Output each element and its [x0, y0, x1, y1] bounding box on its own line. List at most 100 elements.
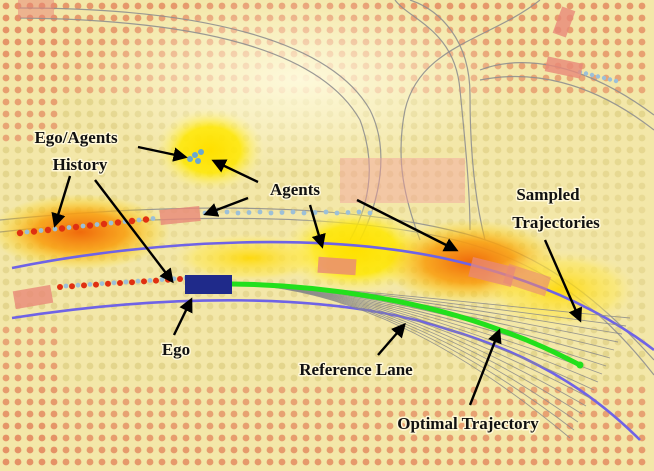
history-dot — [135, 278, 141, 284]
grid-dot — [446, 386, 454, 394]
grid-dot — [302, 338, 310, 346]
grid-dot — [86, 398, 94, 406]
grid-dot — [50, 386, 58, 394]
grid-dot — [638, 98, 646, 106]
grid-dot — [338, 314, 346, 322]
grid-dot — [86, 374, 94, 382]
grid-dot — [194, 410, 202, 418]
history-dot — [72, 223, 80, 231]
grid-dot — [350, 338, 358, 346]
grid-dot — [542, 110, 550, 118]
grid-dot — [518, 362, 526, 370]
grid-dot — [146, 374, 154, 382]
grid-dot — [638, 410, 646, 418]
grid-dot — [218, 458, 226, 466]
grid-dot — [362, 422, 370, 430]
grid-dot — [446, 206, 454, 214]
grid-dot — [590, 2, 598, 10]
grid-dot — [578, 422, 586, 430]
grid-dot — [218, 326, 226, 334]
grid-dot — [290, 362, 298, 370]
grid-dot — [122, 350, 130, 358]
grid-dot — [614, 38, 622, 46]
grid-dot — [614, 350, 622, 358]
grid-dot — [470, 362, 478, 370]
grid-dot — [50, 146, 58, 154]
grid-dot — [494, 14, 502, 22]
grid-dot — [122, 362, 130, 370]
grid-dot — [482, 398, 490, 406]
grid-dot — [614, 62, 622, 70]
agent-vehicle — [552, 6, 576, 38]
grid-dot — [386, 362, 394, 370]
grid-dot — [626, 74, 634, 82]
grid-dot — [146, 314, 154, 322]
grid-dot — [2, 398, 10, 406]
grid-dot — [626, 242, 634, 250]
grid-dot — [26, 50, 34, 58]
grid-dot — [614, 26, 622, 34]
agent-vehicle — [502, 263, 552, 297]
optimal-trajectory-label: Optimal Trajectory — [397, 414, 539, 433]
grid-dot — [290, 398, 298, 406]
grid-dot — [506, 434, 514, 442]
grid-dot — [302, 182, 310, 190]
grid-dot — [2, 122, 10, 130]
grid-dot — [74, 86, 82, 94]
grid-dot — [2, 182, 10, 190]
grid-dot — [542, 386, 550, 394]
grid-dot — [50, 434, 58, 442]
grid-dot — [170, 422, 178, 430]
grid-dot — [122, 386, 130, 394]
grid-dot — [278, 326, 286, 334]
grid-dot — [494, 2, 502, 10]
grid-dot — [158, 194, 166, 202]
grid-dot — [266, 398, 274, 406]
grid-dot — [278, 398, 286, 406]
grid-dot — [110, 182, 118, 190]
grid-dot — [362, 326, 370, 334]
grid-dot — [98, 122, 106, 130]
grid-dot — [554, 446, 562, 454]
grid-dot — [110, 398, 118, 406]
grid-dot — [26, 434, 34, 442]
grid-dot — [434, 350, 442, 358]
grid-dot — [626, 146, 634, 154]
grid-dot — [218, 218, 226, 226]
grid-dot — [254, 194, 262, 202]
grid-dot — [266, 422, 274, 430]
grid-dot — [578, 446, 586, 454]
grid-dot — [518, 422, 526, 430]
grid-dot — [614, 398, 622, 406]
grid-dot — [2, 50, 10, 58]
grid-dot — [458, 422, 466, 430]
grid-dot — [218, 338, 226, 346]
grid-dot — [518, 410, 526, 418]
grid-dot — [314, 374, 322, 382]
grid-dot — [86, 290, 94, 298]
grid-dot — [578, 170, 586, 178]
grid-dot — [542, 26, 550, 34]
grid-dot — [14, 446, 22, 454]
grid-dot — [278, 386, 286, 394]
grid-dot — [314, 446, 322, 454]
grid-dot — [386, 398, 394, 406]
history-dot — [142, 216, 150, 223]
grid-dot — [50, 122, 58, 130]
grid-dot — [62, 362, 70, 370]
grid-dot — [86, 182, 94, 190]
grid-dot — [554, 146, 562, 154]
grid-dot — [530, 86, 538, 94]
history-dot — [268, 210, 274, 216]
grid-dot — [290, 290, 298, 298]
grid-dot — [566, 206, 574, 214]
grid-dot — [518, 458, 526, 466]
grid-dot — [26, 410, 34, 418]
grid-dot — [326, 458, 334, 466]
grid-dot — [26, 326, 34, 334]
grid-dot — [266, 434, 274, 442]
grid-dot — [182, 410, 190, 418]
grid-dot — [590, 122, 598, 130]
grid-dot — [638, 50, 646, 58]
history-dot — [334, 210, 340, 216]
